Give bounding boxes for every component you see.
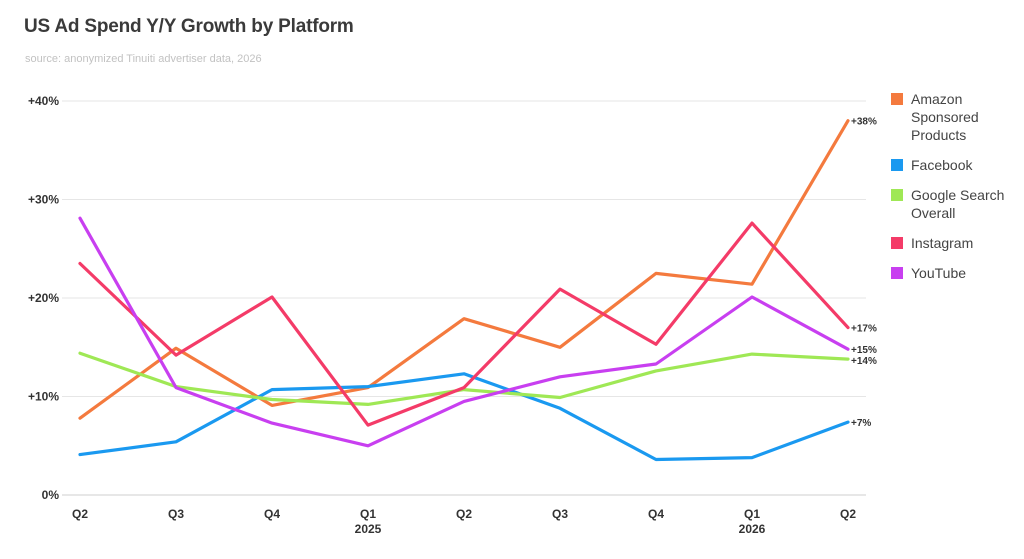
series-line-2 [78,372,850,462]
legend-swatch [891,237,903,249]
legend-label: Google Search Overall [911,187,1005,221]
y-tick-label: +30% [28,193,59,207]
x-tick-label: Q4 [648,507,664,521]
series-line-5 [78,216,850,448]
legend-label: Amazon Sponsored Products [911,91,979,143]
gridlines [62,100,866,496]
end-value-label: +38% [851,117,877,128]
x-year-label: 2025 [355,522,382,536]
x-tick-label: Q2 [456,507,472,521]
end-value-label: +15% [851,345,877,356]
y-tick-label: +20% [28,291,59,305]
legend-item: Facebook [891,156,1021,174]
legend-swatch [891,93,903,105]
end-value-label: +7% [851,418,871,429]
x-year-label: 2026 [739,522,766,536]
x-tick-label: Q3 [552,507,568,521]
x-tick-label: Q3 [168,507,184,521]
chart-subtitle: source: anonymized Tinuiti advertiser da… [25,53,262,65]
x-tick-label: Q2 [840,507,856,521]
legend-swatch [891,159,903,171]
series-line-1 [78,119,850,420]
legend-label: Instagram [911,235,974,251]
x-tick-label: Q2 [72,507,88,521]
legend-label: Facebook [911,157,973,173]
legend-swatch [891,267,903,279]
legend-item: Amazon Sponsored Products [891,90,1021,144]
legend-item: YouTube [891,264,1021,282]
legend-label: YouTube [911,265,967,281]
end-labels: +38% +7% +14% +17% +15% [851,117,877,429]
chart-title: US Ad Spend Y/Y Growth by Platform [24,16,354,37]
end-value-label: +17% [851,324,877,335]
end-value-label: +14% [851,356,877,367]
series-lines [78,119,850,462]
legend-item: Google Search Overall [891,186,1021,222]
x-tick-label: Q1 [744,507,760,521]
y-axis-ticks: 0% +10% +20% +30% +40% [28,94,59,502]
y-tick-label: 0% [42,488,60,502]
x-tick-label: Q1 [360,507,376,521]
x-tick-label: Q4 [264,507,280,521]
legend-item: Instagram [891,234,1021,252]
y-tick-label: +10% [28,390,59,404]
legend-swatch [891,189,903,201]
legend: Amazon Sponsored Products Facebook Google … [891,90,1021,294]
series-line-4 [78,221,850,427]
series-line-3 [78,351,850,406]
y-tick-label: +40% [28,94,59,108]
